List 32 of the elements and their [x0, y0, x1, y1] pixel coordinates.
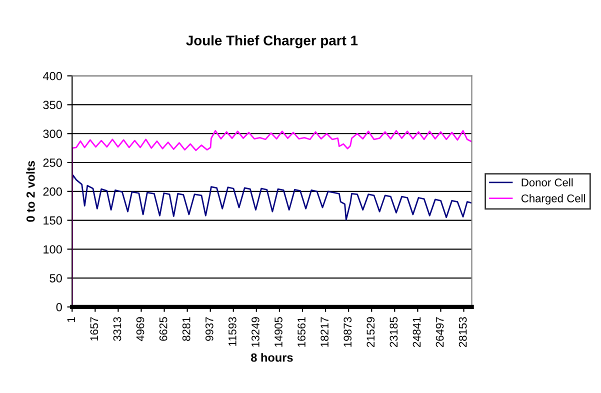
x-tick-label: 28153	[458, 317, 467, 347]
x-tick-label: 26497	[436, 317, 444, 347]
x-tick-label: 3313	[113, 317, 122, 341]
y-tick-label: 50	[50, 274, 62, 282]
y-tick-label: 0	[56, 302, 62, 312]
y-tick-label: 400	[42, 72, 62, 80]
x-tick-label: 19873	[344, 317, 352, 347]
y-tick-label: 350	[43, 100, 62, 110]
legend-label: Charged Cell	[521, 194, 585, 205]
legend-label: Donor Cell	[522, 178, 573, 186]
y-tick-label: 250	[43, 158, 62, 167]
x-tick-label: 14905	[274, 317, 282, 347]
x-tick-label: 8281	[182, 317, 190, 341]
x-tick-label: 9937	[205, 317, 214, 341]
x-axis-title: 8 hours	[251, 353, 293, 362]
y-tick-label: 200	[43, 187, 62, 196]
y-axis-title: 0 to 2 volts	[26, 161, 35, 222]
x-tick-label: 1657	[90, 317, 98, 341]
x-tick-label: 21529	[366, 317, 375, 347]
x-tick-label: 4969	[136, 317, 144, 342]
x-tick-label: 13249	[252, 317, 260, 347]
x-tick-label: 11593	[228, 317, 236, 346]
y-tick-label: 150	[44, 216, 62, 225]
y-tick-label: 100	[44, 245, 62, 254]
x-tick-label: 16561	[298, 317, 306, 347]
x-tick-label: 23185	[390, 317, 398, 347]
x-tick-label: 6625	[159, 317, 168, 341]
y-tick-label: 300	[43, 130, 62, 138]
x-tick-label: 1	[67, 317, 75, 322]
x-tick-label: 24841	[412, 317, 421, 347]
chart-title: Joule Thief Charger part 1	[186, 35, 358, 48]
x-tick-label: 18217	[320, 317, 329, 347]
